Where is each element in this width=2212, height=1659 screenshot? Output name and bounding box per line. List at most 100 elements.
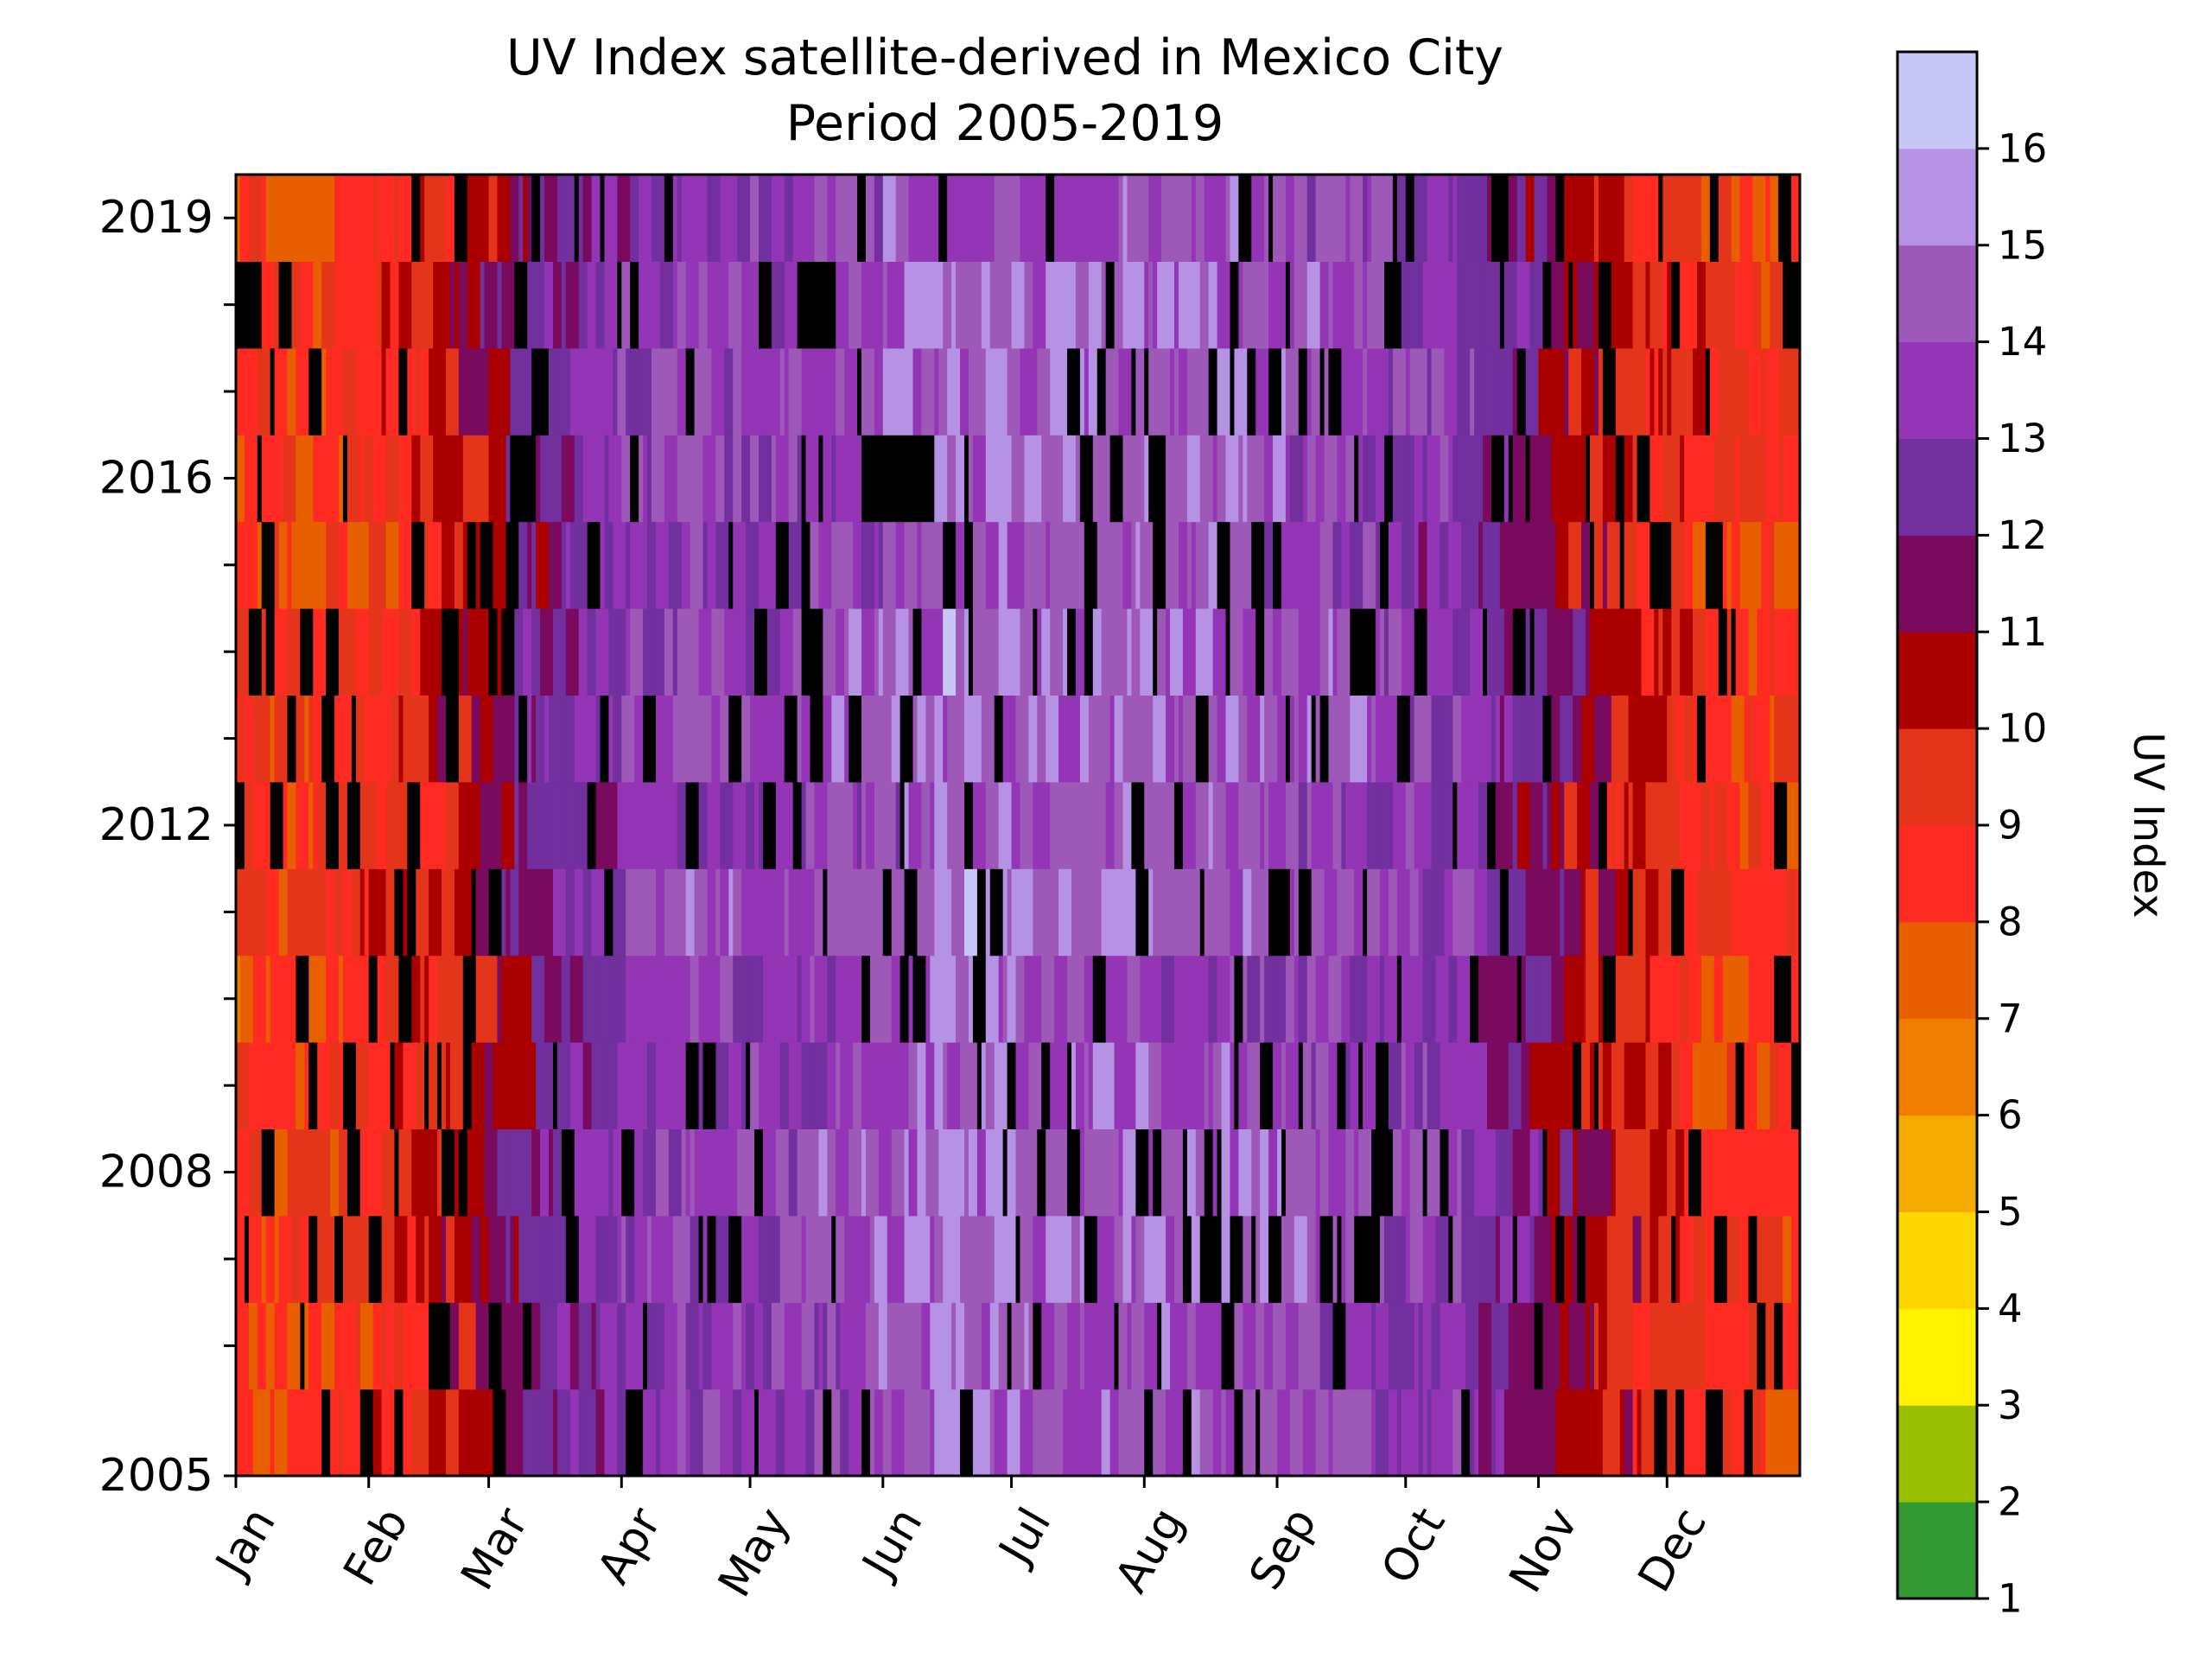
heat-cell <box>1495 695 1501 783</box>
colorbar-segment <box>1897 438 1977 536</box>
heat-cell <box>1774 955 1783 1043</box>
heat-cell <box>403 1302 412 1390</box>
heat-cell <box>1525 175 1535 262</box>
heat-cell <box>1024 1302 1029 1390</box>
heat-cell <box>1127 175 1133 262</box>
heat-cell <box>1667 261 1672 349</box>
heat-cell <box>1024 347 1038 435</box>
heat-cell <box>1461 1389 1471 1477</box>
heat-cell <box>831 1215 836 1303</box>
heat-cell <box>1383 261 1389 349</box>
heat-cell <box>411 175 421 262</box>
heat-cell <box>523 1302 532 1390</box>
heat-cell <box>445 175 455 262</box>
heat-cell <box>359 868 365 957</box>
heat-cell <box>1166 1215 1175 1303</box>
heat-cell <box>1007 1389 1021 1477</box>
heat-cell <box>1705 1215 1715 1303</box>
heat-cell <box>861 1042 875 1129</box>
heat-cell <box>1405 781 1415 869</box>
heat-cell <box>1718 261 1732 349</box>
heat-cell <box>1332 1128 1338 1217</box>
heat-cell <box>1457 435 1471 523</box>
heat-cell <box>261 1215 267 1303</box>
heat-cell <box>617 435 622 523</box>
heat-cell <box>805 1215 820 1303</box>
heat-cell <box>236 347 245 435</box>
heat-cell <box>1709 868 1724 957</box>
heat-cell <box>1199 1215 1214 1303</box>
heat-cell <box>908 1128 918 1217</box>
heat-cell <box>1560 1042 1573 1129</box>
heat-cell <box>1667 1389 1672 1477</box>
heat-cell <box>934 781 948 869</box>
heat-cell <box>874 435 880 523</box>
heat-cell <box>1414 1302 1420 1390</box>
heat-cell <box>1319 347 1325 435</box>
heat-cell <box>1118 347 1133 435</box>
heat-cell <box>652 261 661 349</box>
heat-cell <box>1722 1389 1732 1477</box>
heat-cell <box>715 521 729 609</box>
heat-cell <box>1204 868 1214 957</box>
heat-cell <box>917 435 926 523</box>
heat-cell <box>956 261 965 349</box>
heat-cell <box>805 1389 816 1477</box>
heat-cell <box>549 1128 554 1217</box>
heat-cell <box>364 261 378 349</box>
heat-cell <box>1573 868 1578 957</box>
heat-cell <box>355 695 365 783</box>
heat-cell <box>1234 1389 1243 1477</box>
heat-cell <box>861 347 875 435</box>
heat-cell <box>308 1215 318 1303</box>
heat-cell <box>1726 1128 1741 1217</box>
heat-cell <box>1015 695 1026 783</box>
heat-cell <box>1208 695 1218 783</box>
heat-cell <box>1696 695 1707 783</box>
heat-cell <box>1289 868 1295 957</box>
heat-cell <box>1328 695 1342 783</box>
heat-cell <box>1586 435 1591 523</box>
heat-cell <box>1765 1389 1779 1477</box>
heat-cell <box>621 435 631 523</box>
heat-cell <box>1092 435 1107 523</box>
heat-cell <box>1135 1042 1149 1129</box>
heat-cell <box>1422 1128 1428 1217</box>
heat-cell <box>1182 781 1197 869</box>
heat-cell <box>1624 1128 1638 1217</box>
heat-cell <box>1427 608 1437 696</box>
heat-cell <box>1448 435 1453 523</box>
heat-cell <box>1114 1215 1120 1303</box>
colorbar-tick-label: 8 <box>1998 899 2023 944</box>
heat-cell <box>475 1128 486 1217</box>
heat-cell <box>1555 1389 1565 1477</box>
heat-cell <box>882 868 888 957</box>
heat-cell <box>1483 261 1488 349</box>
heat-cell <box>865 1128 880 1217</box>
heat-cell <box>788 955 798 1043</box>
heat-cell <box>291 175 301 262</box>
heat-cell <box>1217 695 1227 783</box>
heat-cell <box>1277 1128 1282 1217</box>
heat-cell <box>339 435 344 523</box>
heat-cell <box>1452 1389 1462 1477</box>
heat-cell <box>1079 695 1090 783</box>
heat-cell <box>552 868 567 957</box>
heat-cell <box>416 435 421 523</box>
heat-cell <box>1075 955 1085 1043</box>
heat-cell <box>1195 695 1210 783</box>
heat-cell <box>617 1042 631 1129</box>
heat-cell <box>569 521 580 609</box>
heat-cell <box>1516 347 1527 435</box>
heat-cell <box>429 347 438 435</box>
heat-cell <box>1688 175 1702 262</box>
heat-cell <box>938 1215 944 1303</box>
heat-cell <box>604 781 618 869</box>
heat-cell <box>458 608 464 696</box>
heat-cell <box>960 955 969 1043</box>
heat-cell <box>1319 261 1330 349</box>
heat-cell <box>1388 261 1394 349</box>
x-axis: Jan Feb Mar Apr May Jun Jul Aug Sep Oct Nov Dec <box>205 1476 1717 1605</box>
heat-cell <box>1024 695 1029 783</box>
heat-cell <box>1658 1302 1668 1390</box>
